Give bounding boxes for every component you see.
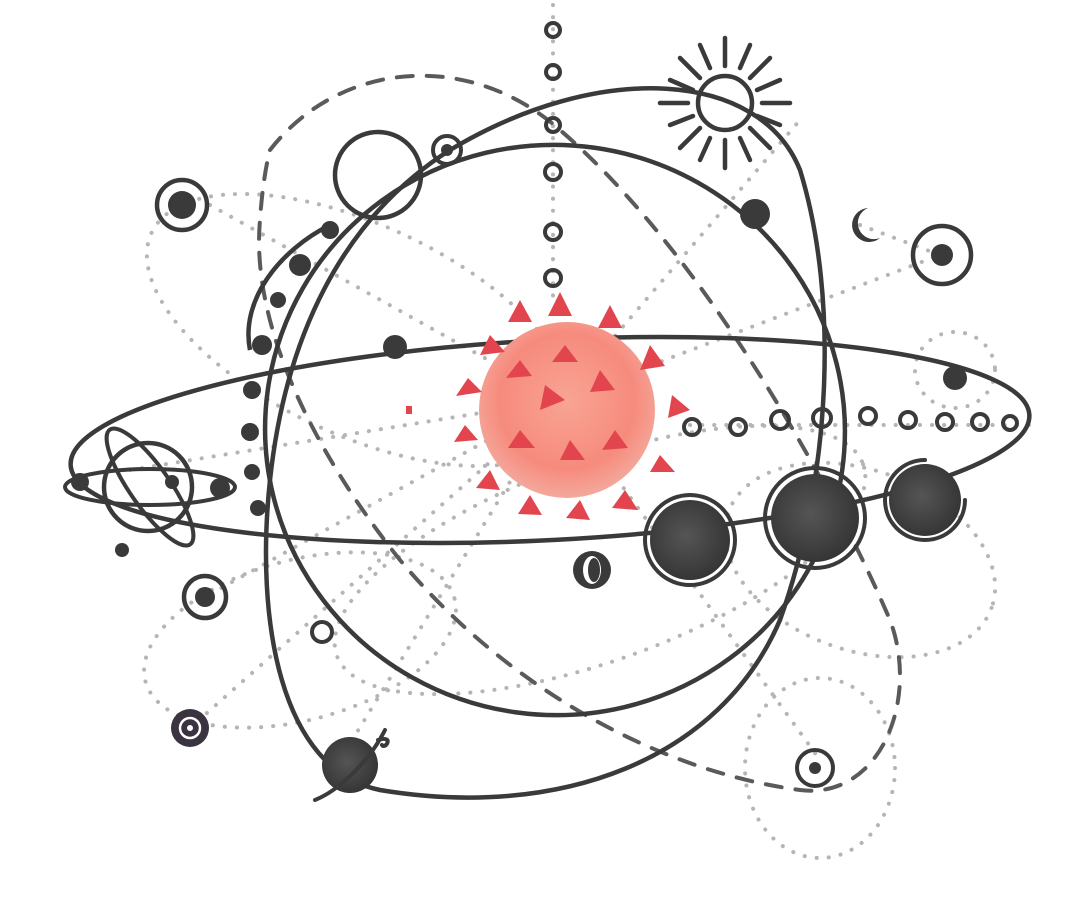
hollow-planet bbox=[332, 129, 463, 221]
target-planet-top-left bbox=[154, 177, 210, 233]
target-planet-left bbox=[181, 573, 229, 621]
ring-row bbox=[310, 21, 1019, 644]
sun-icon bbox=[657, 35, 793, 171]
atom-icon bbox=[63, 426, 237, 557]
target-planet-bottom-right bbox=[795, 748, 835, 788]
dashed-orbit bbox=[257, 73, 902, 793]
crescent-moon-icon bbox=[852, 208, 880, 242]
virus-icon bbox=[406, 292, 690, 520]
planet-icon bbox=[573, 551, 611, 589]
orbit-dots bbox=[383, 199, 967, 390]
ring-planet-icon bbox=[643, 458, 967, 587]
target-planet-right bbox=[910, 223, 974, 287]
ringed-planet-icon bbox=[313, 728, 390, 802]
beaded-arc bbox=[241, 221, 339, 516]
target-planet-purple bbox=[171, 709, 209, 747]
